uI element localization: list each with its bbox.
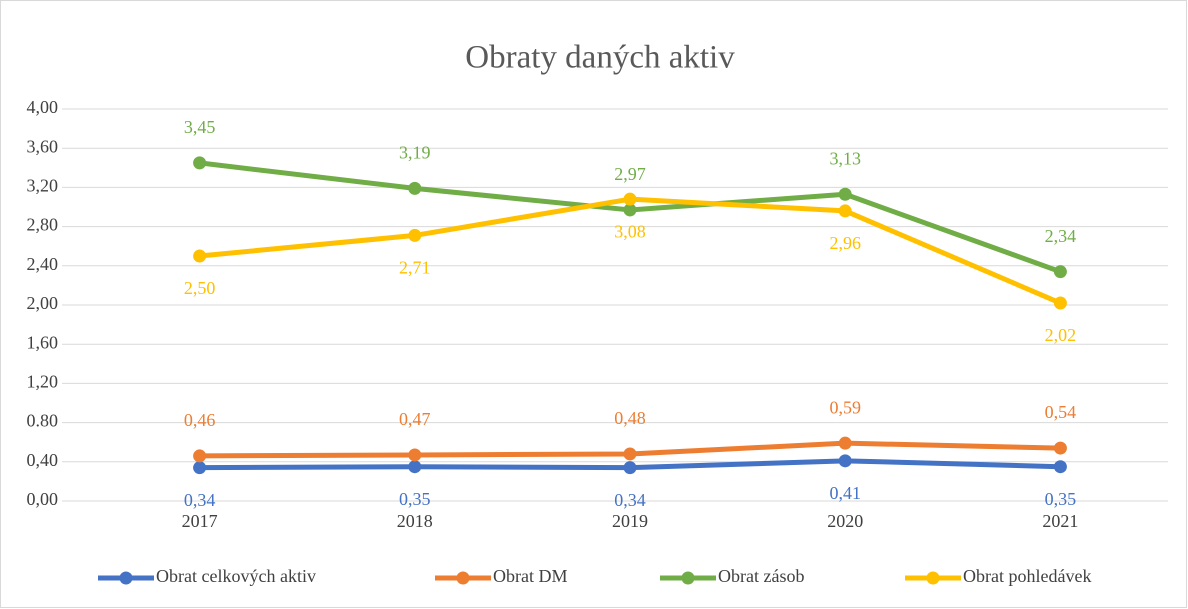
data-point xyxy=(1053,460,1067,474)
data-point xyxy=(408,228,422,242)
chart-title: Obraty daných aktiv xyxy=(465,40,735,76)
y-tick-label: 0,40 xyxy=(27,450,59,470)
y-tick-label: 1,20 xyxy=(27,372,59,392)
y-tick-label: 3,60 xyxy=(27,136,59,156)
data-point xyxy=(623,192,637,206)
data-point xyxy=(1053,441,1067,455)
legend-marker xyxy=(119,571,133,585)
data-point xyxy=(408,181,422,195)
data-point xyxy=(193,461,207,475)
data-label: 0,48 xyxy=(614,408,646,428)
data-point xyxy=(1053,296,1067,310)
y-tick-label: 2,40 xyxy=(27,254,59,274)
data-point xyxy=(408,448,422,462)
x-tick-label: 2017 xyxy=(182,511,218,531)
data-point xyxy=(838,436,852,450)
data-point xyxy=(1053,265,1067,279)
data-label: 2,97 xyxy=(614,164,646,184)
data-label: 0,47 xyxy=(399,409,431,429)
data-label: 2,02 xyxy=(1045,325,1077,345)
legend-marker xyxy=(926,571,940,585)
legend-label: Obrat zásob xyxy=(718,566,804,586)
y-tick-label: 0.80 xyxy=(27,411,59,431)
data-label: 3,08 xyxy=(614,221,646,241)
data-label: 3,13 xyxy=(829,148,861,168)
data-label: 0,59 xyxy=(829,397,861,417)
data-label: 3,45 xyxy=(184,117,216,137)
data-label: 0,35 xyxy=(1045,489,1077,509)
x-tick-label: 2020 xyxy=(827,511,863,531)
data-label: 2,34 xyxy=(1045,226,1077,246)
x-tick-label: 2021 xyxy=(1042,511,1078,531)
y-tick-label: 2,00 xyxy=(27,293,59,313)
legend-marker xyxy=(456,571,470,585)
y-tick-label: 2,80 xyxy=(27,215,59,235)
data-label: 0,34 xyxy=(184,490,216,510)
y-tick-label: 1,60 xyxy=(27,332,59,352)
data-label: 0,35 xyxy=(399,489,431,509)
legend-marker xyxy=(681,571,695,585)
data-label: 2,96 xyxy=(829,233,861,253)
data-point xyxy=(193,249,207,263)
data-point xyxy=(623,447,637,461)
data-label: 2,71 xyxy=(399,258,431,278)
y-tick-label: 3,20 xyxy=(27,176,59,196)
data-point xyxy=(408,460,422,474)
x-tick-label: 2018 xyxy=(397,511,433,531)
data-point xyxy=(193,156,207,170)
data-point xyxy=(838,187,852,201)
data-point xyxy=(838,204,852,218)
data-label: 0,46 xyxy=(184,410,216,430)
data-label: 3,19 xyxy=(399,143,431,163)
legend-label: Obrat celkových aktiv xyxy=(156,566,316,586)
data-point xyxy=(623,461,637,475)
data-label: 0,41 xyxy=(829,483,861,503)
legend-label: Obrat pohledávek xyxy=(963,566,1091,586)
x-tick-label: 2019 xyxy=(612,511,648,531)
data-label: 0,54 xyxy=(1045,402,1077,422)
legend-label: Obrat DM xyxy=(493,566,568,586)
data-label: 2,50 xyxy=(184,278,216,298)
data-point xyxy=(838,454,852,468)
data-label: 0,34 xyxy=(614,490,646,510)
y-tick-label: 4,00 xyxy=(27,97,59,117)
data-point xyxy=(193,449,207,463)
y-tick-label: 0,00 xyxy=(27,489,59,509)
data-point xyxy=(623,203,637,217)
